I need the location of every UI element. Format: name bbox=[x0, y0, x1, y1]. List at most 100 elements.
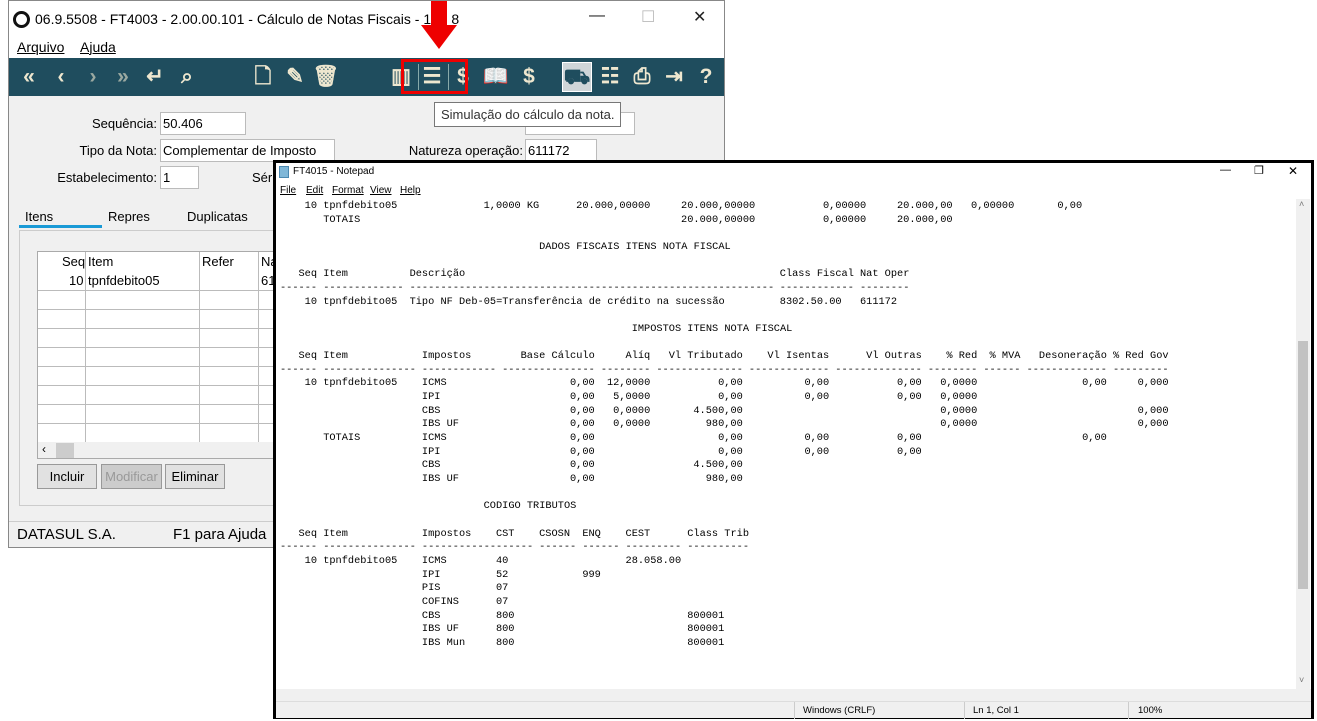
text-cell: 0,00 bbox=[718, 432, 743, 445]
menu-format[interactable]: Format bbox=[332, 185, 364, 196]
text-cell: 999 bbox=[582, 568, 601, 581]
text-cell: tpnfdebito05 bbox=[323, 200, 398, 212]
table-row[interactable] bbox=[38, 309, 296, 310]
text-cell: CODIGO TRIBUTOS bbox=[483, 500, 577, 513]
close-button[interactable]: ✕ bbox=[693, 9, 707, 26]
last-icon[interactable]: » bbox=[117, 65, 129, 88]
table-row[interactable] bbox=[38, 290, 296, 291]
maximize-button[interactable]: ☐ bbox=[641, 9, 656, 26]
text-cell: % Red bbox=[946, 350, 978, 363]
menu-edit[interactable]: Edit bbox=[306, 185, 323, 196]
text-cell: Vl Tributado bbox=[668, 350, 743, 363]
menu-arquivo[interactable]: Arquivo bbox=[17, 39, 65, 55]
text-cell: 0,00 bbox=[718, 391, 743, 404]
minimize-button[interactable]: — bbox=[589, 7, 605, 24]
grid-cell-item[interactable]: tpnfdebito05 bbox=[88, 273, 160, 288]
text-cell: 10 bbox=[304, 200, 318, 212]
dollar-icon[interactable]: $ bbox=[457, 65, 469, 88]
status-eol: Windows (CRLF) bbox=[803, 705, 876, 716]
text-cell: 0,0000 bbox=[940, 404, 978, 417]
separator bbox=[964, 702, 965, 719]
menu-format-label: Format bbox=[332, 185, 364, 196]
exit-icon[interactable]: ⇥ bbox=[665, 65, 683, 88]
table-row[interactable] bbox=[38, 366, 296, 367]
truck-icon[interactable]: ⛟ bbox=[562, 62, 592, 92]
simulate-calculation-icon[interactable]: ☰ bbox=[422, 65, 442, 88]
text-cell: 0,00 bbox=[569, 432, 595, 445]
first-icon[interactable]: « bbox=[23, 65, 35, 88]
window-title: 06.9.5508 - FT4003 - 2.00.00.101 - Cálcu… bbox=[35, 11, 460, 27]
text-cell: 0,00 bbox=[569, 377, 595, 390]
edit-document-icon[interactable]: ✎ bbox=[286, 65, 304, 88]
tipo-nota-field[interactable]: Complementar de Imposto bbox=[160, 139, 335, 162]
grid-header-refer[interactable]: Refer bbox=[202, 254, 234, 269]
separator: ------------ bbox=[421, 363, 497, 376]
sequencia-field[interactable]: 50.406 bbox=[160, 112, 246, 135]
text-cell: IBS Mun bbox=[421, 636, 466, 649]
estabelecimento-field[interactable]: 1 bbox=[160, 166, 199, 189]
tab-itens[interactable]: Itens bbox=[25, 209, 54, 224]
incluir-button[interactable]: Incluir bbox=[37, 464, 97, 489]
tree-icon[interactable]: ☷ bbox=[600, 65, 620, 88]
natureza-field[interactable]: 611172 bbox=[525, 139, 597, 162]
scroll-thumb[interactable] bbox=[56, 443, 74, 458]
text-cell: 4.500,00 bbox=[693, 459, 743, 472]
modificar-button[interactable]: Modificar bbox=[101, 464, 162, 489]
eliminar-button[interactable]: Eliminar bbox=[165, 464, 225, 489]
text-cell: 20.000,00 bbox=[897, 213, 953, 226]
grid-header-item[interactable]: Item bbox=[88, 254, 114, 269]
print-icon[interactable]: ⎙ bbox=[633, 65, 651, 88]
menu-help[interactable]: Help bbox=[400, 185, 421, 196]
document-dollar-icon[interactable]: $ bbox=[523, 65, 535, 88]
table-row[interactable] bbox=[38, 423, 296, 424]
close-button[interactable]: ✕ bbox=[1288, 164, 1299, 178]
table-row[interactable] bbox=[38, 404, 296, 405]
text-cell: 980,00 bbox=[705, 473, 743, 485]
horizontal-scrollbar[interactable] bbox=[276, 689, 1311, 701]
menu-view[interactable]: View bbox=[370, 185, 392, 196]
text-cell: 0,00 bbox=[569, 404, 595, 417]
text-cell: ENQ bbox=[582, 527, 601, 540]
text-cell: tpnfdebito05 bbox=[323, 554, 398, 567]
text-cell: 0,000 bbox=[1137, 377, 1169, 390]
text-cell: 0,00 bbox=[804, 445, 830, 458]
table-row[interactable] bbox=[38, 328, 296, 329]
text-area[interactable]: 10 tpnfdebito05 1,0000 KG 20.000,00000 20.00… bbox=[276, 199, 1296, 689]
scroll-down-icon[interactable]: ˅ bbox=[1299, 675, 1305, 685]
help-icon[interactable]: ? bbox=[699, 65, 713, 88]
tab-duplicatas[interactable]: Duplicatas bbox=[187, 209, 248, 224]
grid-cell-na[interactable]: 61 bbox=[261, 273, 276, 288]
menu-file[interactable]: File bbox=[280, 185, 296, 196]
title-bar: 06.9.5508 - FT4003 - 2.00.00.101 - Cálcu… bbox=[9, 1, 724, 37]
text-cell: 10 bbox=[304, 554, 318, 567]
horizontal-scrollbar[interactable]: ‹ bbox=[38, 442, 296, 458]
return-icon[interactable]: ↵ bbox=[146, 65, 164, 88]
tooltip: Simulação do cálculo da nota. bbox=[434, 102, 622, 127]
text-cell: TOTAIS bbox=[323, 432, 361, 445]
minimize-button[interactable]: — bbox=[1220, 164, 1231, 176]
search-icon[interactable]: ⌕ bbox=[181, 65, 193, 88]
new-document-icon[interactable]: 🗋 bbox=[254, 65, 272, 88]
table-row[interactable] bbox=[38, 347, 296, 348]
next-icon[interactable]: › bbox=[89, 65, 97, 88]
scroll-thumb[interactable] bbox=[1298, 341, 1308, 589]
scroll-up-icon[interactable]: ˄ bbox=[1299, 199, 1305, 209]
restore-button[interactable]: ❐ bbox=[1254, 165, 1264, 177]
notepad-title-bar: FT4015 - Notepad — ❐ ✕ bbox=[276, 163, 1311, 183]
text-cell: Base Cálculo bbox=[520, 350, 595, 363]
trash-icon[interactable]: 🗑 bbox=[312, 65, 340, 88]
table-row[interactable] bbox=[38, 385, 296, 386]
text-cell: Desoneração bbox=[1038, 350, 1107, 363]
book-icon[interactable]: 📖 bbox=[482, 65, 510, 88]
grid-cell-seq[interactable]: 10 bbox=[69, 273, 84, 288]
previous-icon[interactable]: ‹ bbox=[57, 65, 65, 88]
text-cell: CEST bbox=[625, 527, 651, 540]
text-cell: 07 bbox=[495, 595, 509, 608]
text-cell: 28.058.00 bbox=[625, 554, 682, 567]
menu-ajuda[interactable]: Ajuda bbox=[80, 39, 116, 55]
separator: ------------ bbox=[779, 281, 854, 294]
tab-repres[interactable]: Repres bbox=[108, 209, 150, 224]
scroll-left-icon[interactable]: ‹ bbox=[42, 442, 46, 456]
sequencia-label: Sequência: bbox=[91, 116, 157, 131]
text-cell: IPI bbox=[421, 391, 441, 404]
